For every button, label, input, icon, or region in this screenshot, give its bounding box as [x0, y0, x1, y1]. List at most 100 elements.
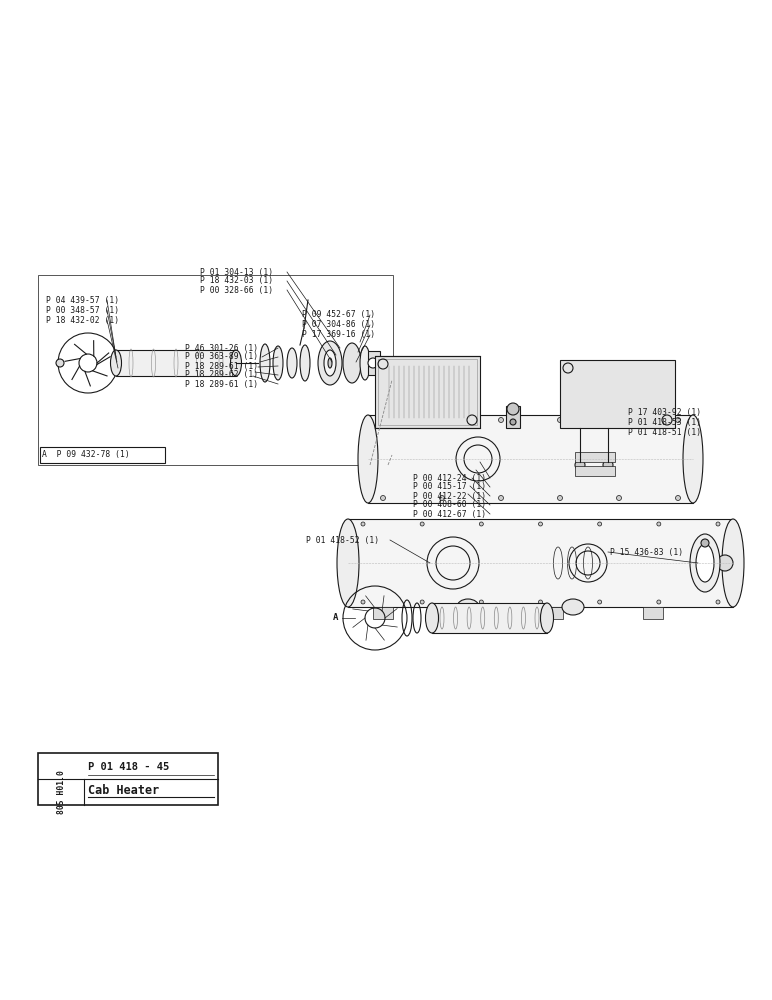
Ellipse shape — [540, 603, 554, 633]
Circle shape — [507, 403, 519, 415]
Ellipse shape — [287, 348, 297, 378]
Bar — [506, 406, 520, 428]
Bar — [443, 607, 463, 619]
Bar — [432, 603, 547, 633]
Ellipse shape — [696, 544, 714, 582]
Text: P 00 415-17 (1): P 00 415-17 (1) — [413, 483, 486, 491]
Text: P 09 452-67 (1): P 09 452-67 (1) — [302, 310, 375, 320]
Circle shape — [716, 522, 720, 526]
Ellipse shape — [343, 343, 361, 383]
Circle shape — [717, 555, 733, 571]
Circle shape — [539, 522, 543, 526]
Text: P 46 301-26 (1): P 46 301-26 (1) — [185, 344, 258, 353]
Text: P 18 289-61 (1): P 18 289-61 (1) — [185, 379, 258, 388]
Text: P 17 403-92 (1): P 17 403-92 (1) — [628, 408, 701, 416]
Text: P 00 408-60 (1): P 00 408-60 (1) — [413, 500, 486, 510]
Bar — [543, 607, 563, 619]
Circle shape — [617, 418, 621, 422]
Circle shape — [499, 418, 503, 422]
Text: P 00 412-24 (1): P 00 412-24 (1) — [413, 474, 486, 483]
Text: P 18 289-62 (1): P 18 289-62 (1) — [185, 370, 258, 379]
Bar — [375, 356, 480, 428]
Text: 805 H01.0: 805 H01.0 — [56, 770, 66, 814]
Text: P 01 418-52 (1): P 01 418-52 (1) — [306, 536, 379, 544]
Circle shape — [617, 495, 621, 500]
Ellipse shape — [328, 358, 332, 368]
Text: P 01 304-13 (1): P 01 304-13 (1) — [200, 267, 273, 276]
Ellipse shape — [324, 350, 336, 376]
Text: P 01 418-53 (1): P 01 418-53 (1) — [628, 418, 701, 426]
Ellipse shape — [337, 519, 359, 607]
Text: P 15 436-83 (1): P 15 436-83 (1) — [610, 548, 683, 556]
Text: A  P 09 432-78 (1): A P 09 432-78 (1) — [42, 450, 130, 460]
Circle shape — [676, 495, 680, 500]
Ellipse shape — [690, 534, 720, 592]
Ellipse shape — [318, 341, 342, 385]
Ellipse shape — [562, 599, 584, 615]
Ellipse shape — [110, 350, 121, 376]
Bar — [116, 350, 236, 376]
Circle shape — [510, 419, 516, 425]
Circle shape — [381, 418, 385, 422]
Text: P 07 304-86 (1): P 07 304-86 (1) — [302, 320, 375, 330]
Circle shape — [598, 522, 601, 526]
Ellipse shape — [260, 344, 270, 382]
Text: P 17 369-16 (1): P 17 369-16 (1) — [302, 330, 375, 340]
Text: P 01 418 - 45: P 01 418 - 45 — [88, 762, 169, 772]
Bar — [348, 519, 733, 607]
Ellipse shape — [300, 345, 310, 381]
Text: P 18 432-02 (1): P 18 432-02 (1) — [46, 316, 119, 324]
Ellipse shape — [722, 519, 744, 607]
Text: P 00 412-22 (1): P 00 412-22 (1) — [413, 491, 486, 500]
Bar — [575, 452, 615, 462]
Bar — [38, 753, 218, 805]
Ellipse shape — [683, 415, 703, 503]
Circle shape — [557, 495, 563, 500]
Ellipse shape — [273, 346, 283, 380]
Circle shape — [361, 522, 365, 526]
Bar — [373, 607, 393, 619]
Circle shape — [701, 539, 709, 547]
Text: P 00 348-57 (1): P 00 348-57 (1) — [46, 306, 119, 314]
Ellipse shape — [231, 350, 242, 376]
Circle shape — [381, 495, 385, 500]
Bar — [575, 466, 615, 476]
Circle shape — [557, 418, 563, 422]
Circle shape — [539, 600, 543, 604]
Circle shape — [361, 600, 365, 604]
Circle shape — [479, 522, 483, 526]
Text: P 18 289-61 (1): P 18 289-61 (1) — [185, 361, 258, 370]
Text: P 00 328-66 (1): P 00 328-66 (1) — [200, 286, 273, 294]
Ellipse shape — [360, 346, 370, 380]
Circle shape — [368, 358, 378, 368]
Ellipse shape — [457, 599, 479, 615]
Circle shape — [420, 600, 424, 604]
Circle shape — [499, 495, 503, 500]
Bar — [368, 415, 693, 503]
Bar — [560, 360, 675, 428]
Circle shape — [657, 522, 661, 526]
Circle shape — [479, 600, 483, 604]
Bar — [378, 359, 477, 425]
Ellipse shape — [425, 603, 438, 633]
Circle shape — [676, 418, 680, 422]
Bar — [38, 275, 393, 465]
Circle shape — [439, 418, 445, 422]
Bar — [40, 447, 165, 463]
Text: P 01 418-51 (1): P 01 418-51 (1) — [628, 428, 701, 436]
Text: A: A — [334, 613, 339, 622]
Circle shape — [716, 600, 720, 604]
Circle shape — [56, 359, 64, 367]
Text: P 00 412-67 (1): P 00 412-67 (1) — [413, 510, 486, 518]
Circle shape — [420, 522, 424, 526]
Circle shape — [603, 460, 613, 470]
Bar — [643, 607, 663, 619]
Bar — [368, 351, 380, 375]
Circle shape — [439, 495, 445, 500]
Circle shape — [657, 600, 661, 604]
Text: P 04 439-57 (1): P 04 439-57 (1) — [46, 296, 119, 304]
Circle shape — [598, 600, 601, 604]
Text: P 18 432-03 (1): P 18 432-03 (1) — [200, 276, 273, 286]
Ellipse shape — [358, 415, 378, 503]
Text: P 00 363-89 (1): P 00 363-89 (1) — [185, 353, 258, 361]
